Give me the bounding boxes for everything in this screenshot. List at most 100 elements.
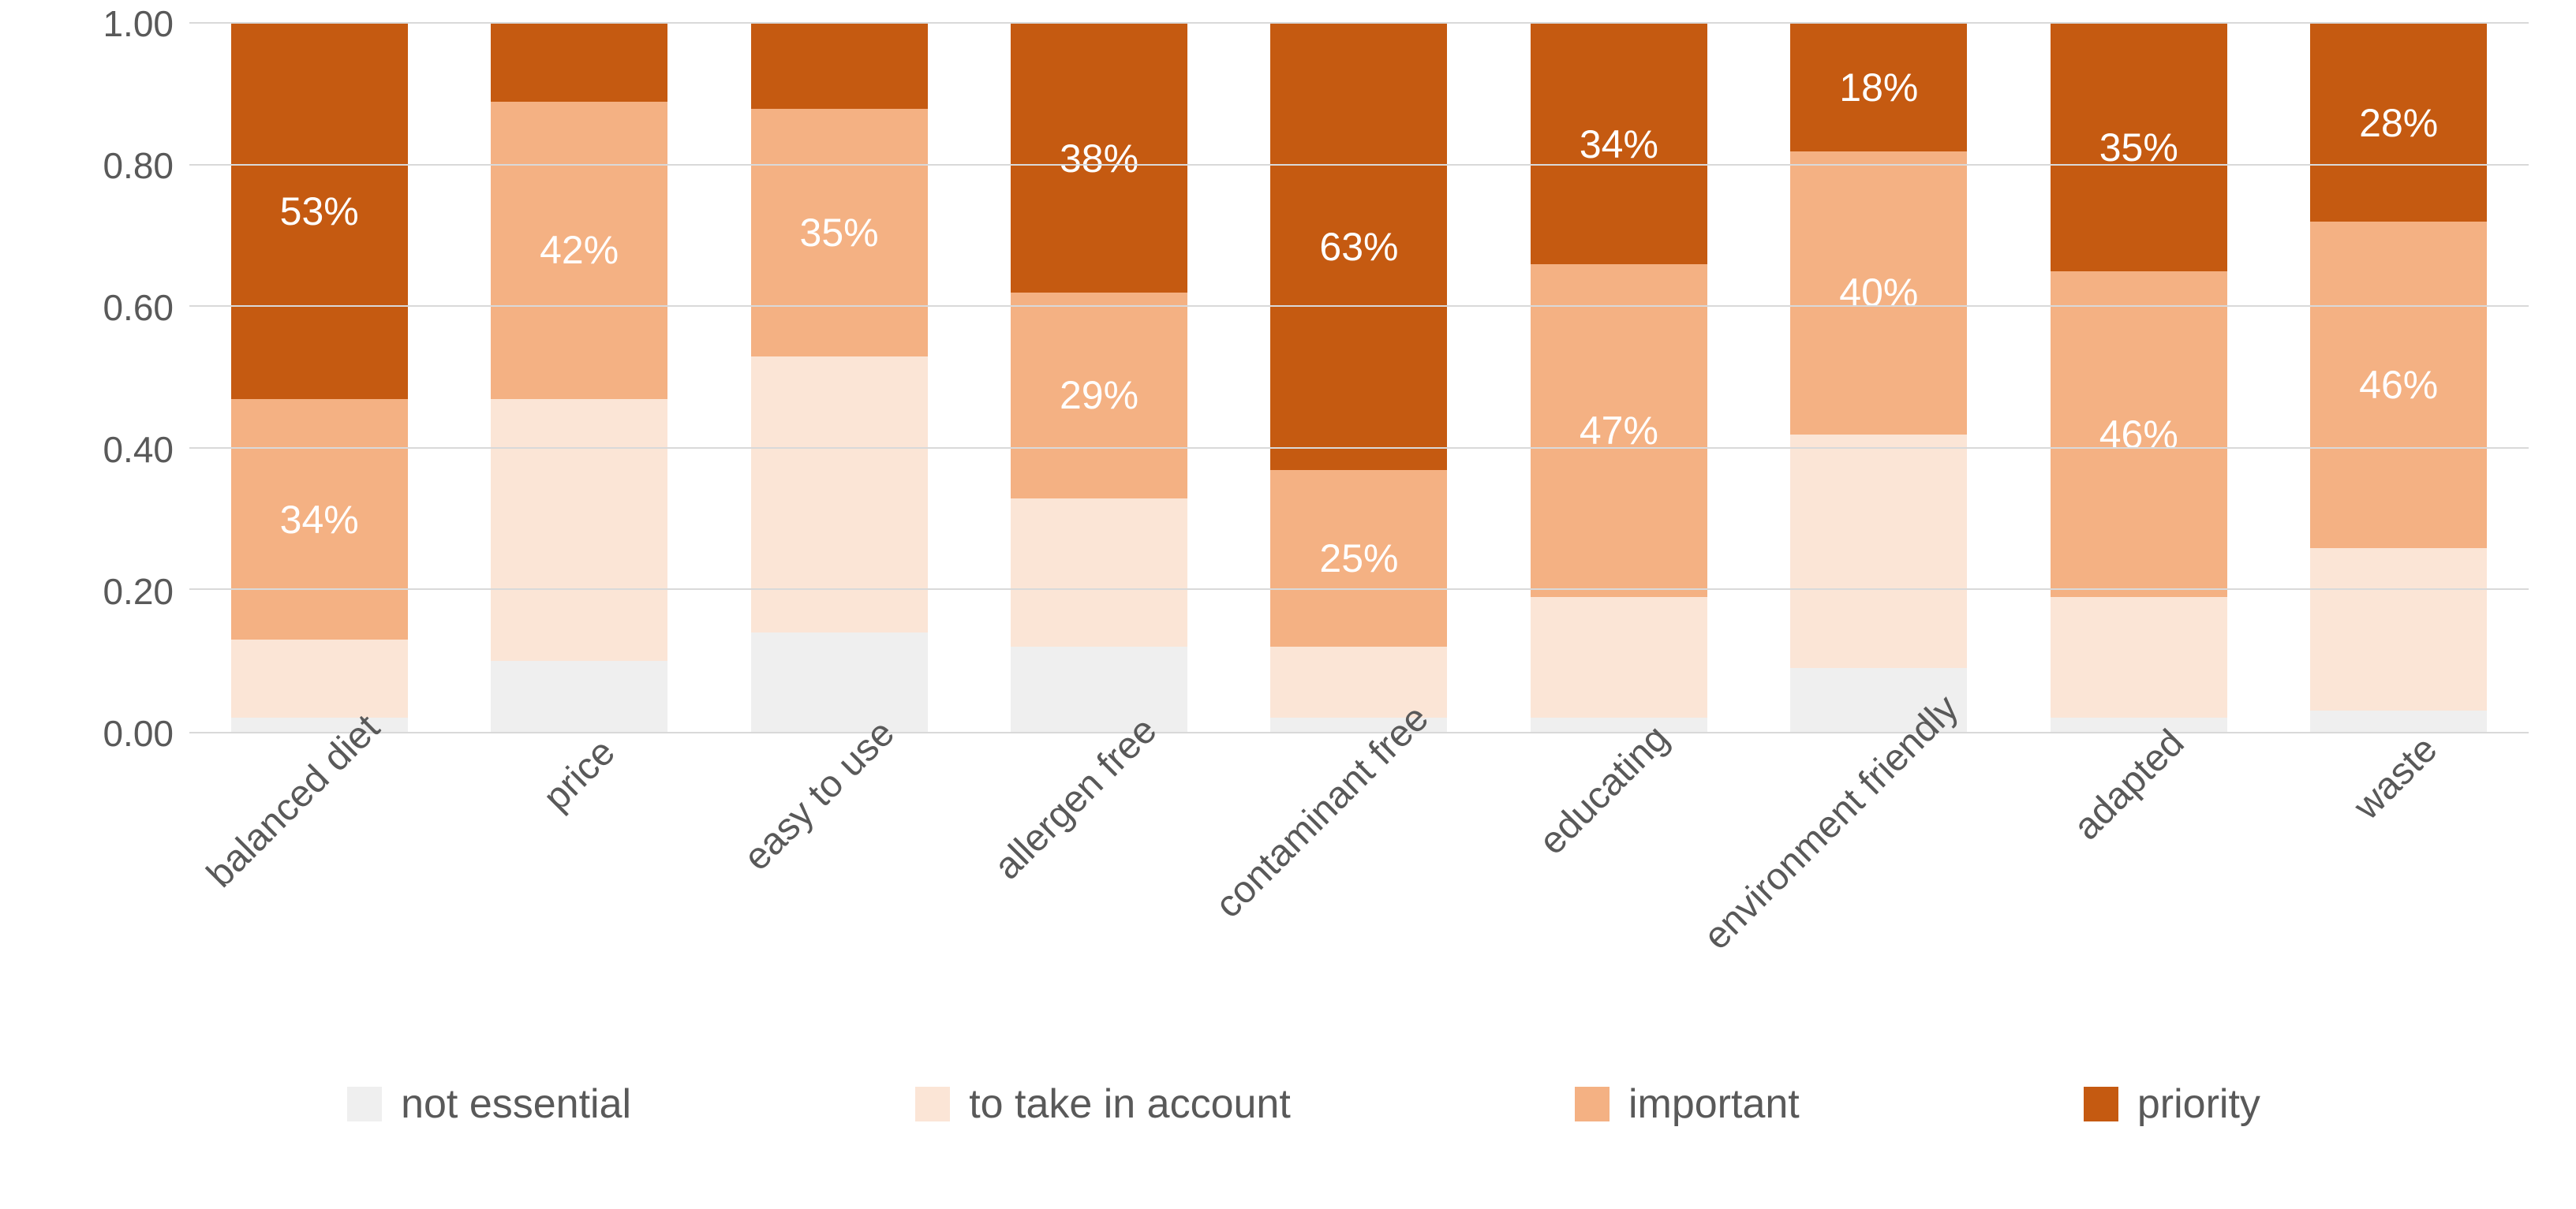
bar-slot: 40% 18% (1749, 24, 2009, 732)
x-label-slot: educating (1489, 733, 1748, 1073)
grid-line (189, 22, 2529, 24)
bar: 40% 18% (1790, 24, 1967, 732)
bar-slot: 35% (709, 24, 969, 732)
y-tick-label: 0.80 (103, 144, 174, 187)
bar-segment-important: 34% (231, 399, 408, 640)
grid-line (189, 305, 2529, 307)
bar-segment-not_essential (2310, 711, 2487, 732)
y-tick-label: 0.20 (103, 570, 174, 613)
legend-swatch (347, 1087, 382, 1121)
bar: 46%35% (2051, 24, 2227, 732)
bar-segment-label: 35% (800, 210, 879, 256)
bar: 29% 38% (1011, 24, 1187, 732)
bar-segment-label: 38% (1060, 136, 1138, 181)
bar-segment-not_essential (1011, 647, 1187, 732)
legend-item: priority (2084, 1080, 2260, 1128)
bar-segment-not_essential (1531, 718, 1707, 732)
bar-segment-to_take_in_account (231, 640, 408, 718)
bar-slot: 29% 38% (969, 24, 1228, 732)
bar: 42% (491, 24, 667, 732)
plot-area: 34%53%42%35%29%38%25%63%47%34%40%18%46%3… (189, 24, 2529, 733)
stacked-bar-chart: 0.000.200.400.600.801.00 34%53%42%35%29%… (0, 0, 2576, 1209)
grid-line (189, 588, 2529, 590)
x-label-slot: balanced diet (189, 733, 449, 1073)
x-axis-label: price (535, 730, 623, 819)
bar-segment-to_take_in_account (1531, 597, 1707, 718)
y-tick-label: 0.40 (103, 428, 174, 471)
grid-line (189, 164, 2529, 166)
bar-segment-label: 46% (2359, 362, 2438, 408)
legend-label: important (1628, 1080, 1800, 1128)
bar-segment-important: 25% (1270, 470, 1447, 647)
bar-segment-label: 28% (2359, 100, 2438, 146)
x-axis-spacer (47, 733, 189, 1073)
bar-segment-label: 34% (1580, 121, 1658, 167)
bar-segment-priority: 28% (2310, 24, 2487, 222)
y-axis: 0.000.200.400.600.801.00 (47, 24, 189, 733)
x-labels-row: balanced diet price easy to useallergen fr… (47, 733, 2529, 1073)
bar: 35% (751, 24, 928, 732)
bar-segment-label: 46% (2099, 412, 2178, 457)
bar-segment-priority (751, 24, 928, 109)
legend: not essential to take in account important… (47, 1080, 2529, 1128)
bar-segment-not_essential (2051, 718, 2227, 732)
x-axis-label: allergen free (986, 709, 1166, 889)
legend-label: not essential (401, 1080, 631, 1128)
bar-segment-priority: 53% (231, 24, 408, 399)
bar-segment-to_take_in_account (1270, 647, 1447, 718)
bar-segment-to_take_in_account (2310, 548, 2487, 711)
bar-segment-important: 46% (2051, 271, 2227, 597)
x-label-slot: easy to use (709, 733, 969, 1073)
x-axis-label: adapted (2066, 722, 2193, 849)
legend-swatch (1575, 1087, 1610, 1121)
x-axis-label: educating (1531, 717, 1677, 864)
legend-label: to take in account (969, 1080, 1291, 1128)
bar-slot: 46% 28% (2269, 24, 2529, 732)
bar-segment-label: 25% (1319, 535, 1398, 581)
plot-row: 0.000.200.400.600.801.00 34%53%42%35%29%… (47, 24, 2529, 733)
bars-container: 34%53%42%35%29%38%25%63%47%34%40%18%46%3… (189, 24, 2529, 732)
x-label-slot: waste (2269, 733, 2529, 1073)
legend-item: important (1575, 1080, 1800, 1128)
bar: 34% 53% (231, 24, 408, 732)
bar-segment-important: 29% (1011, 293, 1187, 498)
bar-segment-priority: 38% (1011, 24, 1187, 293)
legend-swatch (2084, 1087, 2118, 1121)
x-label-slot: adapted (2009, 733, 2268, 1073)
bar-segment-important: 42% (491, 102, 667, 399)
bar-segment-label: 18% (1839, 65, 1918, 110)
bar-segment-to_take_in_account (2051, 597, 2227, 718)
bar-segment-important: 40% (1790, 151, 1967, 435)
x-labels: balanced diet price easy to useallergen fr… (189, 733, 2529, 1073)
x-axis-label: easy to use (735, 711, 903, 879)
bar-segment-not_essential (491, 661, 667, 732)
bar-segment-label: 29% (1060, 372, 1138, 418)
x-label-slot: allergen free (969, 733, 1228, 1073)
bar-segment-priority: 63% (1270, 24, 1447, 470)
x-label-slot: contaminant free (1229, 733, 1489, 1073)
bar-segment-important: 35% (751, 109, 928, 356)
bar-segment-label: 53% (280, 188, 359, 234)
bar: 47%34% (1531, 24, 1707, 732)
bar-segment-not_essential (751, 632, 928, 732)
bar-slot: 47%34% (1489, 24, 1748, 732)
x-label-slot: environment friendly (1749, 733, 2009, 1073)
bar-slot: 46%35% (2009, 24, 2268, 732)
grid-line (189, 447, 2529, 449)
x-label-slot: price (449, 733, 708, 1073)
bar-segment-to_take_in_account (751, 356, 928, 632)
bar-segment-priority: 18% (1790, 24, 1967, 151)
bar-slot: 42% (449, 24, 708, 732)
legend-item: not essential (347, 1080, 631, 1128)
legend-item: to take in account (915, 1080, 1291, 1128)
y-tick-label: 1.00 (103, 2, 174, 45)
bar-segment-to_take_in_account (491, 399, 667, 661)
legend-label: priority (2137, 1080, 2260, 1128)
bar-segment-label: 34% (280, 497, 359, 543)
bar-segment-priority (491, 24, 667, 102)
bar-segment-label: 63% (1319, 224, 1398, 270)
bar: 46% 28% (2310, 24, 2487, 732)
bar-segment-important: 46% (2310, 222, 2487, 547)
bar: 25% 63% (1270, 24, 1447, 732)
bar-slot: 25% 63% (1229, 24, 1489, 732)
